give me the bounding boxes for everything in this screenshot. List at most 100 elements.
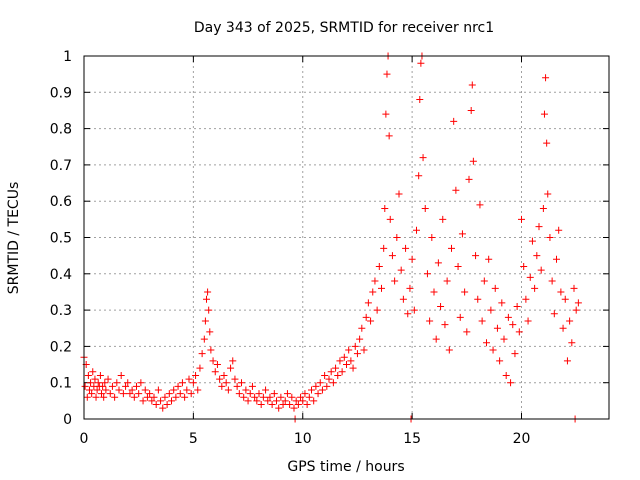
data-point	[416, 96, 424, 104]
data-point	[402, 244, 410, 252]
data-point	[338, 368, 346, 376]
data-point	[570, 284, 578, 292]
data-point	[463, 328, 471, 336]
data-point	[496, 357, 504, 365]
data-point	[441, 321, 449, 329]
data-point	[559, 324, 567, 332]
data-point	[520, 263, 528, 271]
data-point	[172, 393, 180, 401]
data-point	[362, 313, 370, 321]
data-point	[98, 390, 105, 398]
data-point	[428, 234, 436, 241]
data-point	[515, 328, 523, 336]
data-point	[168, 397, 175, 405]
data-point	[468, 81, 476, 89]
data-point	[483, 339, 490, 347]
data-point	[498, 299, 506, 307]
data-point	[555, 226, 563, 234]
x-tick-label: 20	[513, 431, 531, 447]
data-point	[92, 393, 100, 401]
x-tick-label: 10	[294, 431, 312, 447]
data-point	[367, 317, 375, 325]
data-point	[213, 361, 221, 369]
data-point	[220, 371, 228, 379]
data-point	[303, 400, 311, 408]
data-point	[192, 371, 200, 379]
data-point	[443, 277, 451, 285]
data-point	[450, 117, 458, 125]
data-point	[546, 234, 554, 241]
data-point	[563, 357, 571, 365]
data-point	[100, 393, 108, 401]
data-point	[518, 215, 525, 223]
data-point	[493, 324, 501, 332]
data-point	[537, 266, 545, 274]
data-point	[204, 288, 212, 296]
data-point	[148, 397, 156, 405]
data-point	[84, 371, 92, 379]
data-point	[290, 404, 298, 412]
data-point	[85, 386, 93, 394]
data-point	[203, 295, 210, 303]
data-point	[380, 244, 388, 252]
data-point	[294, 400, 302, 408]
y-tick-label: 0.4	[50, 267, 72, 283]
data-point	[141, 386, 149, 394]
data-point	[119, 390, 127, 398]
data-point	[410, 306, 418, 314]
data-point	[478, 317, 486, 325]
data-point	[189, 379, 197, 387]
data-point	[408, 255, 416, 263]
data-point	[187, 390, 195, 398]
data-point	[383, 70, 391, 78]
data-point	[218, 382, 226, 390]
data-point	[474, 295, 482, 303]
data-point	[314, 390, 322, 398]
data-point	[561, 295, 569, 303]
data-point	[196, 364, 204, 372]
data-point	[456, 313, 464, 321]
y-tick-label: 0.7	[50, 158, 72, 174]
data-point	[130, 393, 138, 401]
data-point	[393, 234, 401, 241]
data-point	[178, 379, 186, 387]
data-point	[211, 368, 219, 376]
data-point	[461, 288, 469, 296]
data-point	[371, 277, 379, 285]
data-point	[388, 252, 396, 260]
data-point	[373, 306, 381, 314]
data-point	[360, 346, 368, 354]
y-tick-label: 0.8	[50, 122, 72, 138]
data-point	[502, 371, 510, 379]
data-point	[124, 379, 132, 387]
data-point	[283, 390, 291, 398]
x-tick-label: 0	[80, 431, 89, 447]
data-point	[83, 393, 91, 401]
data-point	[305, 393, 313, 401]
plot-frame	[83, 55, 610, 420]
data-point	[426, 317, 434, 325]
data-point	[288, 393, 296, 401]
x-axis-label: GPS time / hours	[287, 459, 404, 475]
data-point	[154, 386, 162, 394]
data-point	[417, 59, 425, 67]
data-point	[91, 375, 99, 383]
data-point	[535, 223, 543, 231]
data-point	[96, 371, 104, 379]
data-point	[491, 284, 499, 292]
data-point	[111, 393, 119, 401]
data-point	[566, 317, 574, 325]
data-point	[334, 371, 342, 379]
data-point	[452, 186, 460, 194]
y-tick-label: 0.5	[50, 231, 72, 247]
data-point	[445, 346, 453, 354]
data-point	[454, 263, 462, 271]
data-point	[472, 252, 480, 260]
data-point	[500, 335, 508, 343]
data-point	[297, 393, 305, 401]
y-tick-label: 0.9	[50, 85, 72, 101]
data-point	[397, 266, 405, 274]
data-point	[222, 379, 230, 387]
data-point	[480, 277, 488, 285]
